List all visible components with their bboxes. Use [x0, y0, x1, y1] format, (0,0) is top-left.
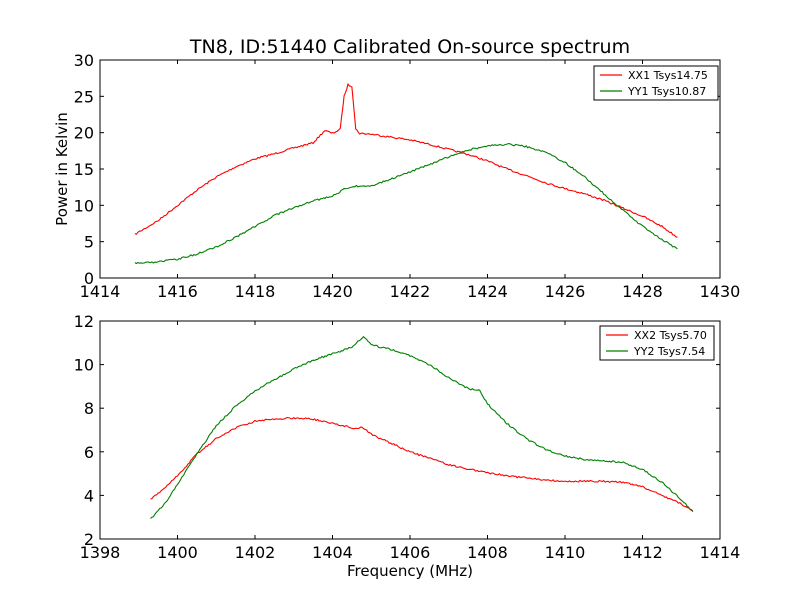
x-tick-label: 1418 [235, 282, 276, 301]
y-tick-label: 4 [84, 486, 94, 505]
y-axis-label: Power in Kelvin [53, 112, 71, 226]
y-tick-label: 6 [84, 443, 94, 462]
y-tick-label: 5 [84, 233, 94, 252]
legend: XX1 Tsys14.75 YY1 Tsys10.87 [593, 65, 719, 101]
x-tick-label: 1426 [545, 282, 586, 301]
series-line-xx1 [134, 83, 678, 238]
y-tick-label: 10 [74, 196, 94, 215]
y-tick-label: 0 [84, 269, 94, 288]
y-tick-label: 20 [74, 124, 94, 143]
x-tick-label: 1402 [235, 543, 276, 562]
legend-label: XX1 Tsys14.75 [628, 69, 708, 82]
x-tick-label: 1398 [80, 543, 121, 562]
y-tick-label: 30 [74, 51, 94, 70]
x-tick-label: 1410 [545, 543, 586, 562]
x-tick-label: 1414 [80, 282, 121, 301]
y-tick-label: 2 [84, 530, 94, 549]
subplot-2: 1398 1400 1402 1404 1406 1408 1410 1412 1414 2 4 6 8… [74, 312, 741, 580]
y-tick-label: 10 [74, 356, 94, 375]
legend-box [599, 325, 715, 361]
legend-label: YY1 Tsys10.87 [627, 85, 706, 98]
legend-label: YY2 Tsys7.54 [633, 345, 705, 358]
legend-label: XX2 Tsys5.70 [634, 329, 707, 342]
x-tick-label: 1430 [700, 282, 741, 301]
series-line-xx2 [150, 416, 693, 512]
subplot-1: 1414 1416 1418 1420 1422 1424 1426 1428 1430 0 5 10… [53, 51, 740, 301]
figure-title: TN8, ID:51440 Calibrated On-source spect… [189, 36, 630, 58]
x-tick-label: 1414 [700, 543, 741, 562]
y-tick-label: 12 [74, 312, 94, 331]
x-tick-label: 1412 [622, 543, 663, 562]
legend: XX2 Tsys5.70 YY2 Tsys7.54 [599, 325, 715, 361]
x-tick-label: 1416 [157, 282, 198, 301]
x-tick-label: 1406 [390, 543, 431, 562]
x-tick-label: 1408 [467, 543, 508, 562]
y-tick-label: 25 [74, 87, 94, 106]
series-line-yy2 [150, 336, 694, 519]
x-axis-label: Frequency (MHz) [347, 562, 473, 580]
x-tick-label: 1400 [157, 543, 198, 562]
x-tick-label: 1424 [467, 282, 508, 301]
y-tick-label: 8 [84, 399, 94, 418]
y-tick-label: 15 [74, 160, 94, 179]
x-tick-label: 1420 [312, 282, 353, 301]
legend-box [593, 65, 719, 101]
x-tick-label: 1404 [312, 543, 353, 562]
series-line-yy1 [134, 143, 678, 265]
x-tick-label: 1422 [390, 282, 431, 301]
x-tick-label: 1428 [622, 282, 663, 301]
